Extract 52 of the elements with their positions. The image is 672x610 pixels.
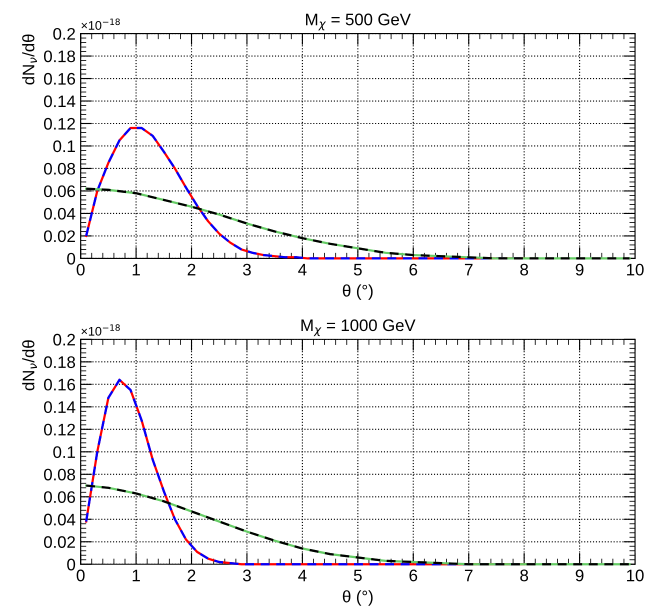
x-tick-label: 9: [576, 570, 584, 582]
x-tick-label: 9: [576, 264, 584, 276]
x-tick-label: 6: [409, 264, 418, 276]
x-tick-label: 6: [409, 570, 418, 582]
y-tick-label: 0.2: [53, 28, 75, 40]
y-tick-label: 0.08: [44, 468, 76, 481]
y-tick-label: 0.1: [53, 140, 75, 152]
x-tick-label: 8: [520, 264, 528, 276]
x-tick-label: 2: [188, 264, 196, 276]
x-tick-label: 10: [627, 264, 644, 276]
x-tick-label: 7: [464, 570, 473, 582]
y-tick-label: 0: [67, 252, 76, 265]
x-tick-label: 0: [76, 264, 85, 276]
y-tick-label: 0.02: [44, 230, 75, 242]
y-tick-label: 0.02: [44, 536, 75, 548]
y-tick-label: 0.06: [44, 491, 76, 503]
y-tick-label: 0.12: [44, 424, 75, 436]
y-tick-label: 0.08: [44, 162, 76, 175]
x-tick-label: 1: [132, 570, 140, 582]
x-tick-label: 2: [188, 570, 196, 582]
x-tick-label: 4: [298, 264, 307, 276]
y-tick-label: 0.2: [53, 334, 75, 346]
x-tick-label: 1: [132, 264, 140, 276]
y-tick-label: 0.04: [44, 208, 76, 220]
y-tick-label: 0.16: [44, 72, 76, 85]
x-tick-label: 8: [520, 570, 528, 582]
x-axis-title: θ (°): [342, 590, 373, 606]
y-tick-label: 0: [67, 558, 76, 570]
x-tick-label: 7: [464, 264, 473, 276]
y-tick-label: 0.14: [44, 95, 76, 108]
text: ×10$^{−18}$: [82, 324, 120, 336]
y-tick-label: 0.1: [53, 446, 75, 458]
x-tick-label: 10: [627, 570, 644, 582]
y-tick-label: 0.12: [44, 118, 75, 130]
y-tick-label: 0.18: [44, 356, 76, 368]
x-tick-label: 3: [242, 570, 251, 582]
y-tick-label: 0.18: [44, 50, 76, 62]
y-tick-label: 0.14: [44, 401, 76, 414]
x-tick-label: 5: [354, 570, 362, 582]
x-axis-title: θ (°): [342, 284, 373, 300]
chart-title: M$_{χ}$ = 1000 GeV: [301, 319, 416, 336]
x-tick-label: 5: [354, 264, 362, 276]
y-axis-title: dN$_{ν}$/dθ: [22, 340, 37, 390]
x-tick-label: 0: [76, 570, 85, 582]
y-tick-label: 0.04: [44, 514, 76, 526]
x-tick-label: 3: [242, 264, 251, 276]
x-tick-label: 4: [298, 570, 307, 582]
text: ×10$^{−18}$: [82, 18, 120, 30]
chart-title: M$_{χ}$ = 500 GeV: [306, 14, 411, 30]
y-tick-label: 0.06: [44, 185, 76, 198]
y-tick-label: 0.16: [44, 378, 76, 391]
y-axis-title: dN$_{ν}$/dθ: [22, 34, 37, 85]
